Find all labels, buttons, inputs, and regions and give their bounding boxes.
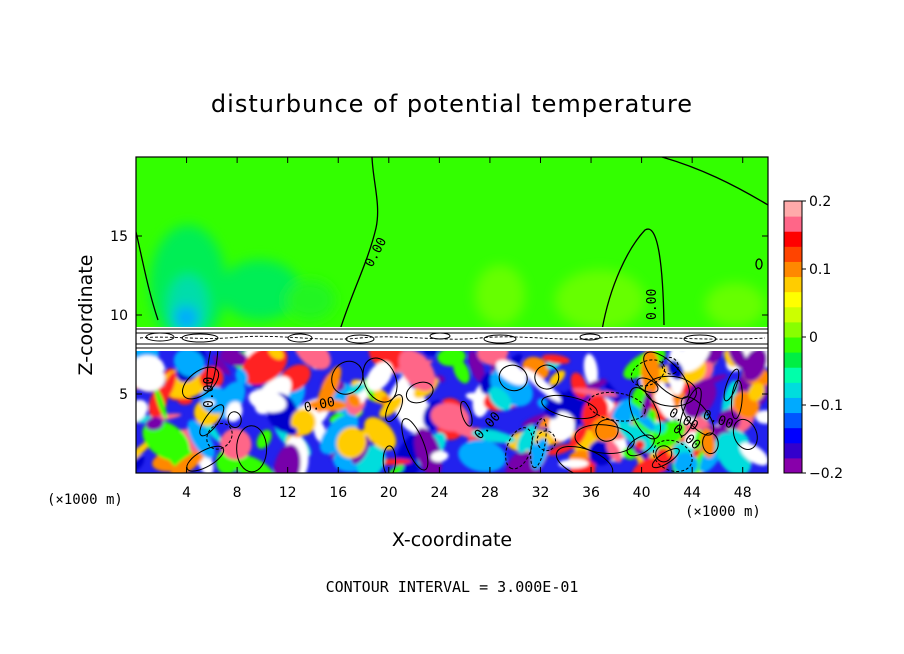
chart-title: disturbunce of potential temperature	[211, 90, 693, 118]
turbulent-layer	[136, 335, 768, 473]
x-axis-label: X-coordinate	[392, 529, 512, 551]
z-tick-label: 10	[110, 308, 128, 324]
x-tick-label: 20	[380, 485, 398, 501]
z-axis: 5 10 15	[110, 229, 768, 403]
contour-label: 0.00	[645, 289, 660, 320]
colorbar-tick-label: 0.1	[809, 262, 831, 278]
colorbar-swatch	[784, 367, 802, 383]
colorbar-swatch	[784, 427, 802, 444]
x-tick-label: 32	[532, 485, 550, 501]
contour-interval: CONTOUR INTERVAL = 3.000E-01	[326, 578, 579, 596]
z-tick-label: 15	[110, 229, 128, 245]
x-tick-label: 48	[734, 485, 752, 501]
upper-contours	[136, 157, 768, 331]
colorbar-swatch	[784, 382, 802, 398]
x-unit-label: (×1000 m)	[685, 504, 761, 520]
colorbar-swatch	[784, 457, 802, 474]
x-tick-label: 12	[279, 485, 297, 501]
contour-label: 0.00	[303, 395, 337, 416]
x-tick-label: 28	[481, 485, 499, 501]
z-unit-label: (×1000 m)	[47, 492, 123, 508]
colorbar-swatch	[784, 352, 802, 368]
colorbar-tick-label: −0.2	[809, 466, 843, 482]
colorbar-swatch	[784, 216, 802, 232]
colorbar-swatch	[784, 412, 802, 429]
x-tick-label: 8	[233, 485, 242, 501]
colorbar-swatch	[784, 231, 802, 247]
colorbar-swatch	[784, 397, 802, 414]
x-tick-label: 40	[633, 485, 651, 501]
colorbar-tick-label: −0.1	[809, 398, 843, 414]
colorbar-swatch	[784, 246, 802, 262]
colorbar-swatch	[784, 306, 802, 323]
x-tick-label: 44	[683, 485, 701, 501]
x-tick-label: 24	[430, 485, 448, 501]
colorbar-swatch	[784, 276, 802, 293]
colorbar-swatch	[784, 291, 802, 308]
z-tick-label: 5	[119, 387, 128, 403]
upper-anomalies	[150, 225, 765, 345]
contour-label: 0.00	[202, 377, 217, 408]
x-tick-label: 16	[329, 485, 347, 501]
colorbar-swatch	[784, 337, 802, 353]
x-tick-label: 4	[182, 485, 191, 501]
inversion-band	[136, 327, 768, 351]
colorbar-ticks: 0.2 0.1 0 −0.1 −0.2	[802, 194, 843, 482]
x-axis: 4 8 12 16 20 24 28 32 36 40 44 48	[182, 157, 752, 501]
plot-area	[136, 157, 768, 473]
colorbar-tick-label: 0.2	[809, 194, 831, 210]
colorbar-swatch	[784, 261, 802, 278]
x-tick-label: 36	[582, 485, 600, 501]
colorbar-swatch	[784, 321, 802, 338]
colorbar-swatch	[784, 442, 802, 459]
colorbar-swatch	[784, 201, 802, 217]
colorbar	[783, 200, 803, 474]
y-axis-label: Z-coordinate	[75, 255, 97, 376]
colorbar-tick-label: 0	[809, 330, 818, 346]
